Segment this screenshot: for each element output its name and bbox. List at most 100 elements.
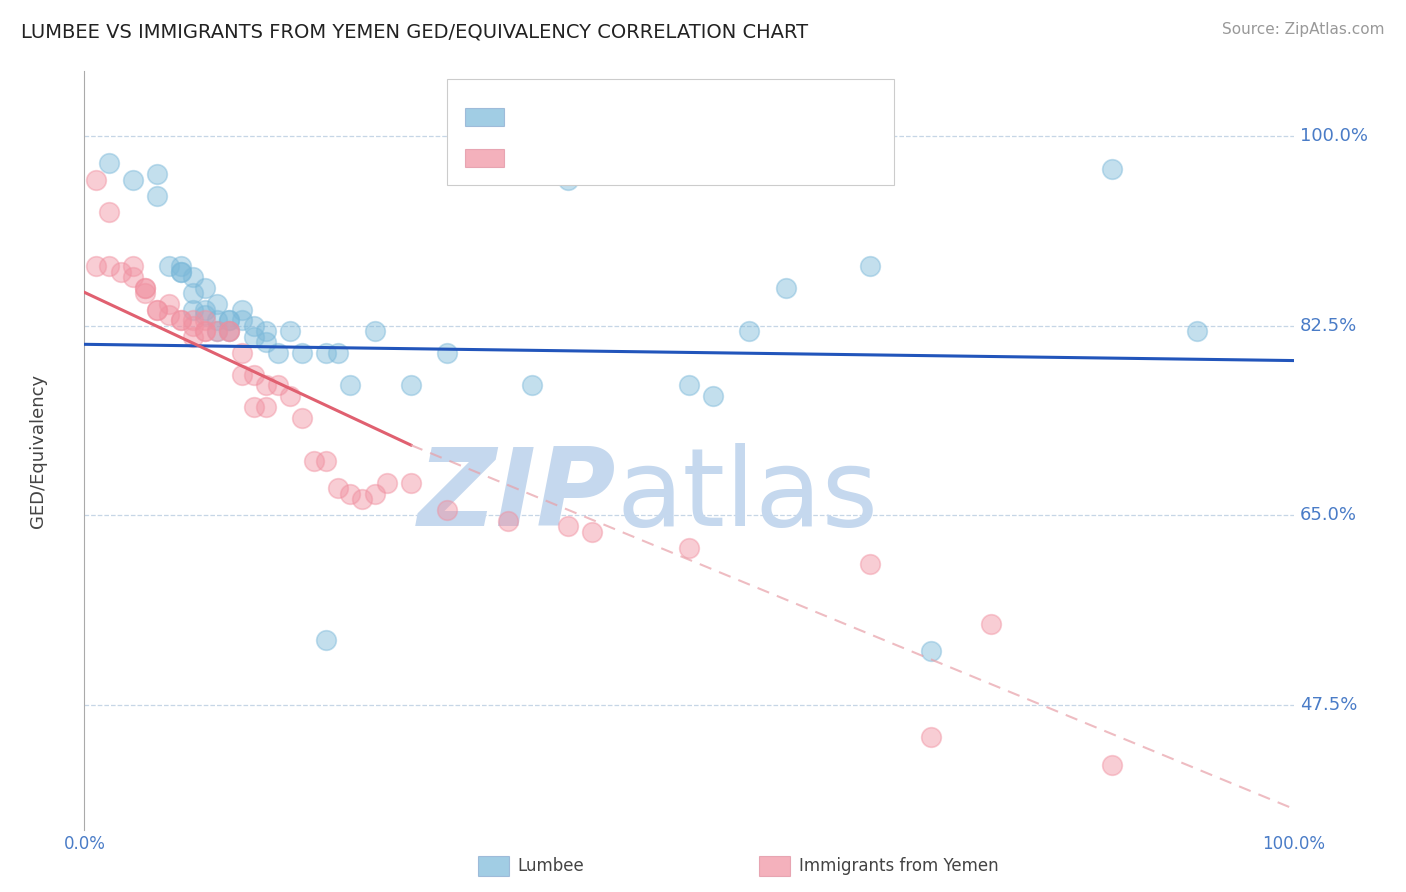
- Point: [738, 324, 761, 338]
- Point: [86, 260, 108, 274]
- Point: [328, 346, 350, 360]
- Point: [231, 368, 253, 382]
- Point: [242, 330, 264, 344]
- FancyBboxPatch shape: [478, 856, 509, 876]
- Point: [267, 378, 290, 392]
- Point: [254, 335, 277, 350]
- Point: [181, 318, 204, 333]
- Point: [242, 368, 264, 382]
- FancyBboxPatch shape: [465, 108, 503, 126]
- Point: [194, 302, 217, 317]
- Point: [218, 313, 240, 327]
- Point: [702, 389, 724, 403]
- Text: ZIP: ZIP: [418, 443, 616, 549]
- Point: [315, 454, 337, 468]
- Point: [157, 308, 180, 322]
- Point: [363, 487, 385, 501]
- Point: [181, 330, 204, 344]
- Point: [1185, 324, 1208, 338]
- Point: [157, 260, 180, 274]
- Text: 82.5%: 82.5%: [1299, 317, 1357, 334]
- Point: [399, 378, 422, 392]
- Point: [436, 503, 458, 517]
- Point: [375, 475, 398, 490]
- Text: atlas: atlas: [616, 443, 879, 549]
- Text: R = -0.195   N = 51: R = -0.195 N = 51: [512, 146, 689, 164]
- Point: [146, 189, 169, 203]
- FancyBboxPatch shape: [759, 856, 790, 876]
- Text: 47.5%: 47.5%: [1299, 696, 1357, 714]
- Point: [207, 324, 229, 338]
- Point: [194, 281, 217, 295]
- Point: [302, 454, 325, 468]
- Point: [254, 378, 277, 392]
- Point: [315, 633, 337, 648]
- Point: [315, 346, 337, 360]
- Point: [181, 270, 204, 285]
- Point: [1101, 757, 1123, 772]
- Text: 65.0%: 65.0%: [1299, 507, 1357, 524]
- Point: [557, 172, 579, 186]
- Point: [678, 378, 700, 392]
- FancyBboxPatch shape: [465, 149, 503, 168]
- Point: [207, 313, 229, 327]
- Point: [97, 205, 120, 219]
- Point: [278, 324, 301, 338]
- Point: [86, 172, 108, 186]
- Point: [678, 541, 700, 555]
- Point: [859, 557, 882, 572]
- Point: [231, 313, 253, 327]
- Point: [170, 313, 193, 327]
- Point: [170, 313, 193, 327]
- Point: [520, 378, 543, 392]
- Point: [278, 389, 301, 403]
- Text: 100.0%: 100.0%: [1263, 835, 1324, 853]
- Point: [920, 644, 942, 658]
- Point: [207, 324, 229, 338]
- Point: [110, 265, 132, 279]
- Point: [328, 482, 350, 496]
- Point: [231, 346, 253, 360]
- Point: [557, 519, 579, 533]
- Point: [97, 260, 120, 274]
- Point: [121, 270, 143, 285]
- Text: GED/Equivalency: GED/Equivalency: [30, 374, 48, 527]
- Point: [920, 731, 942, 745]
- Point: [157, 297, 180, 311]
- Point: [194, 308, 217, 322]
- Text: 100.0%: 100.0%: [1299, 128, 1368, 145]
- Point: [352, 492, 374, 507]
- Point: [980, 616, 1002, 631]
- Text: LUMBEE VS IMMIGRANTS FROM YEMEN GED/EQUIVALENCY CORRELATION CHART: LUMBEE VS IMMIGRANTS FROM YEMEN GED/EQUI…: [21, 22, 808, 41]
- Point: [291, 411, 314, 425]
- Point: [218, 324, 240, 338]
- Point: [134, 281, 156, 295]
- FancyBboxPatch shape: [447, 79, 894, 186]
- Point: [436, 346, 458, 360]
- Point: [363, 324, 385, 338]
- Point: [134, 286, 156, 301]
- Point: [194, 313, 217, 327]
- Point: [254, 400, 277, 414]
- Point: [170, 265, 193, 279]
- Point: [267, 346, 290, 360]
- Text: Immigrants from Yemen: Immigrants from Yemen: [799, 857, 998, 875]
- Point: [254, 324, 277, 338]
- Text: Lumbee: Lumbee: [517, 857, 583, 875]
- Point: [181, 313, 204, 327]
- Point: [194, 324, 217, 338]
- Text: R = -0.018   N = 46: R = -0.018 N = 46: [512, 104, 689, 122]
- Point: [339, 378, 361, 392]
- Point: [146, 302, 169, 317]
- Point: [170, 260, 193, 274]
- Text: Source: ZipAtlas.com: Source: ZipAtlas.com: [1222, 22, 1385, 37]
- Point: [218, 313, 240, 327]
- Point: [242, 318, 264, 333]
- Point: [859, 260, 882, 274]
- Point: [121, 172, 143, 186]
- Point: [97, 156, 120, 170]
- Point: [291, 346, 314, 360]
- Point: [775, 281, 797, 295]
- Point: [1101, 161, 1123, 176]
- Point: [121, 260, 143, 274]
